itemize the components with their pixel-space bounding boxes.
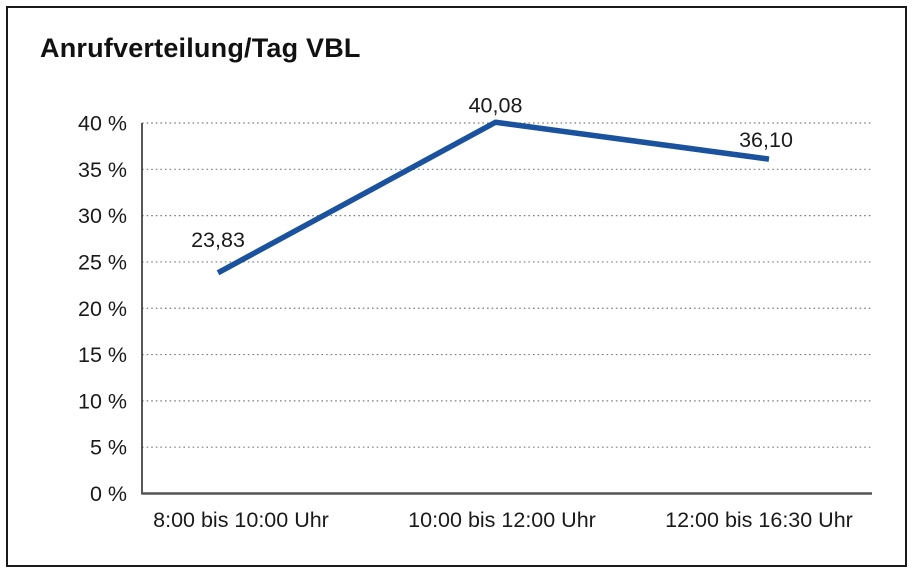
y-tick-label: 30 % <box>78 204 127 228</box>
y-tick-label: 20 % <box>78 297 127 321</box>
data-point-label: 36,10 <box>739 128 793 152</box>
x-tick-label: 8:00 bis 10:00 Uhr <box>153 508 329 532</box>
y-tick-label: 25 % <box>78 250 127 274</box>
x-tick-label: 12:00 bis 16:30 Uhr <box>665 508 853 532</box>
x-tick-label: 10:00 bis 12:00 Uhr <box>408 508 596 532</box>
data-point-label: 23,83 <box>191 228 245 252</box>
data-point-label: 40,08 <box>469 93 523 117</box>
y-tick-label: 0 % <box>90 482 127 506</box>
chart-title: Anrufverteilung/Tag VBL <box>40 33 361 63</box>
y-tick-label: 15 % <box>78 343 127 367</box>
data-line <box>216 119 770 276</box>
y-tick-label: 10 % <box>78 389 127 413</box>
y-tick-label: 5 % <box>90 436 127 460</box>
y-tick-label: 40 % <box>78 112 127 136</box>
y-tick-label: 35 % <box>78 158 127 182</box>
chart-frame-border <box>6 6 907 567</box>
